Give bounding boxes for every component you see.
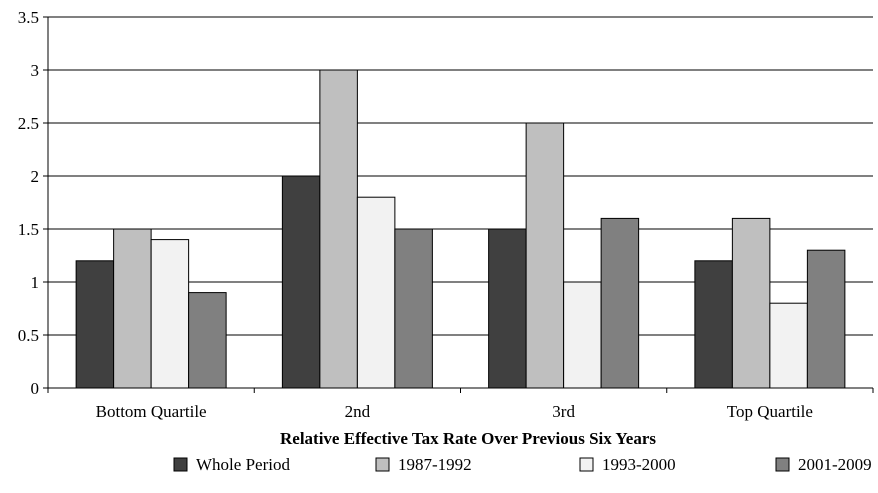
x-category-label: 3rd <box>552 402 575 421</box>
legend-swatch <box>173 457 188 472</box>
bar <box>806 249 846 389</box>
legend-swatch <box>579 457 594 472</box>
bar <box>600 217 640 389</box>
axes: 0 0.5 1 1.5 2 2.5 3 3.5 Bottom Quartile 2nd 3rd Top… <box>18 8 874 421</box>
legend-label: 2001-2009 <box>798 455 872 474</box>
legend: Whole Period 1987-1992 1993-2000 2001-2009 <box>173 455 872 474</box>
bar <box>769 302 808 389</box>
legend-swatch <box>375 457 390 472</box>
legend-label: 1993-2000 <box>602 455 676 474</box>
bar <box>488 228 527 389</box>
y-tick-label: 3.5 <box>18 8 39 27</box>
bar <box>319 69 358 389</box>
legend-label: 1987-1992 <box>398 455 472 474</box>
x-category-label: Bottom Quartile <box>96 402 207 421</box>
x-category-label: 2nd <box>345 402 371 421</box>
bar <box>394 228 433 389</box>
bar <box>281 175 321 389</box>
bar <box>694 260 733 389</box>
x-category-label: Top Quartile <box>727 402 813 421</box>
y-tick-label: 3 <box>31 61 40 80</box>
bar <box>731 217 771 389</box>
y-tick-label: 1 <box>31 273 40 292</box>
y-tick-label: 2.5 <box>18 114 39 133</box>
y-tick-label: 0 <box>31 379 40 398</box>
bar <box>563 281 602 389</box>
x-axis-title: Relative Effective Tax Rate Over Previou… <box>280 429 656 448</box>
bar <box>188 292 227 389</box>
bar <box>75 260 115 389</box>
y-tick-label: 2 <box>31 167 40 186</box>
bar <box>113 228 152 389</box>
bar <box>150 239 190 389</box>
bar <box>356 196 396 389</box>
bars <box>75 69 846 389</box>
legend-label: Whole Period <box>196 455 290 474</box>
y-tick-label: 1.5 <box>18 220 39 239</box>
y-tick-label: 0.5 <box>18 326 39 345</box>
bar <box>525 122 565 389</box>
legend-swatch <box>775 457 790 472</box>
